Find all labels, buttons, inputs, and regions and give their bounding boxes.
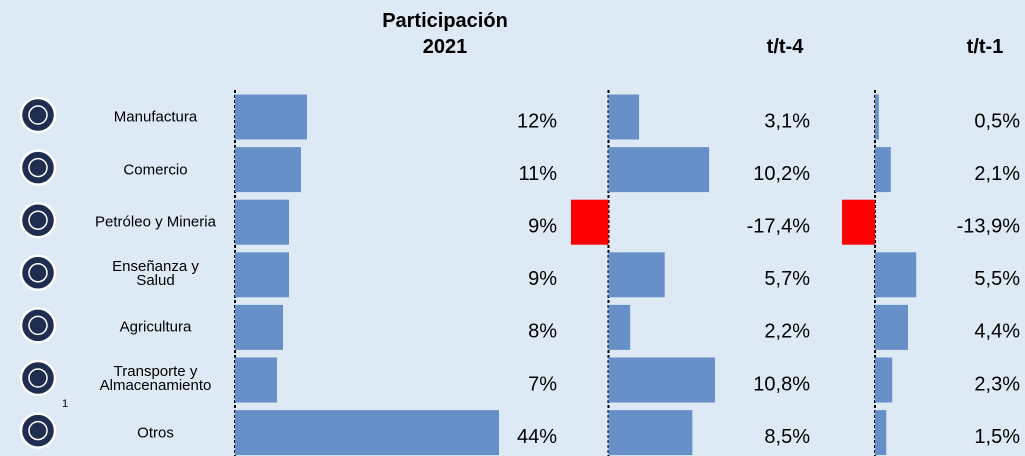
value-label: 44% [517,426,557,448]
bar [608,252,665,298]
sector-icon [19,254,57,292]
value-label: 5,5% [974,268,1020,290]
value-label: 8% [528,321,557,343]
bar [875,357,893,403]
bar [235,304,283,350]
bar [875,147,891,193]
sector-icon-inner [28,420,48,441]
value-label: 4,4% [974,321,1020,343]
bar [571,199,609,245]
category-label: Otros [137,424,174,442]
sector-icon-inner [28,315,48,336]
bar [235,199,289,245]
chart-title: t/t-4 [766,36,804,58]
bar [875,94,879,140]
sector-icon [19,307,57,344]
bar [842,199,875,245]
value-label: 9% [528,268,557,290]
chart-title: t/t-1 [966,36,1004,58]
value-label: 0,5% [974,110,1020,132]
sector-icon-inner [28,263,48,283]
bar [875,410,887,456]
bar [608,410,693,456]
sector-icon [19,96,57,134]
category-label: Enseñanza y Salud [112,257,199,289]
bar [608,357,716,403]
sector-icon-inner [28,157,48,178]
sector-icon [19,412,57,449]
category-label: Agricultura [119,318,192,336]
category-label: Manufactura [113,108,198,126]
value-label: -13,9% [957,215,1021,237]
sector-icon-inner [28,210,48,230]
category-label: Transporte y Almacenamiento [99,363,212,395]
value-label: 12% [517,110,557,132]
bar [608,147,710,193]
value-label: 11% [518,163,557,185]
bar [875,252,917,298]
value-label: 2,2% [764,321,810,343]
sector-icon [19,201,57,239]
category-label: Petróleo y Mineria [95,213,216,231]
category-label: Comercio [123,161,188,179]
footnote-marker: 1 [62,398,69,410]
sector-icon-inner [28,105,48,125]
sector-icon [19,359,57,397]
sector-icon [19,149,57,186]
bar [235,147,301,193]
value-label: 2,3% [974,373,1020,395]
value-label: 3,1% [764,110,810,132]
value-label: 1,5% [974,426,1020,448]
value-label: 10,2% [753,163,810,185]
bar [235,410,499,456]
value-label: 9% [528,215,557,237]
bar [235,357,277,403]
bar [608,94,640,140]
value-label: 8,5% [764,426,810,448]
sector-icon-inner [28,368,48,388]
bar [235,94,307,140]
value-label: 7% [528,373,557,395]
value-label: -17,4% [747,215,811,237]
value-label: 10,8% [753,373,810,395]
value-label: 2,1% [974,163,1020,185]
bar [608,304,631,350]
bar [235,252,289,298]
chart-title: Participación 2021 [382,10,508,58]
bar [875,304,908,350]
value-label: 5,7% [764,268,810,290]
